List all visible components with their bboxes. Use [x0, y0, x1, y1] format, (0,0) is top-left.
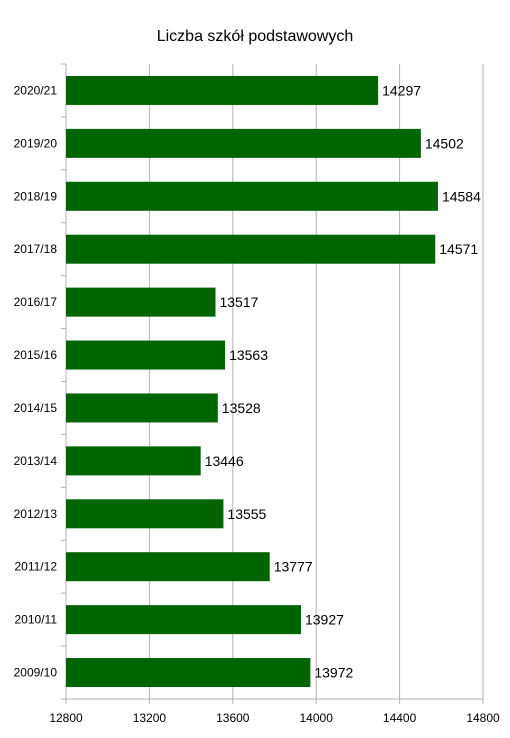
- x-tick-label: 14400: [383, 711, 417, 725]
- x-tick-label: 13200: [133, 711, 167, 725]
- data-label: 14584: [442, 188, 481, 204]
- bar-2018-19: [66, 181, 438, 211]
- bar-2013-14: [66, 446, 201, 476]
- data-label: 13563: [229, 347, 268, 363]
- category-labels: 2020/21 2019/20 2018/19 2017/18 2016/17 2015/…: [14, 83, 58, 679]
- x-tick-label: 14000: [300, 711, 334, 725]
- gridlines: [61, 63, 484, 704]
- bar-2010-11: [66, 605, 301, 635]
- data-label: 13446: [205, 453, 244, 469]
- bar-2012-13: [66, 499, 224, 529]
- data-label: 13777: [274, 559, 313, 575]
- category-label: 2018/19: [14, 189, 58, 203]
- category-label: 2020/21: [14, 83, 58, 97]
- category-label: 2010/11: [15, 613, 58, 627]
- chart-title: Liczba szkół podstawowych: [157, 28, 354, 45]
- category-label: 2009/10: [14, 666, 58, 680]
- bar-2019-20: [66, 128, 421, 158]
- category-label: 2012/13: [14, 507, 58, 521]
- category-label: 2016/17: [14, 295, 58, 309]
- x-tick-label: 13600: [216, 711, 250, 725]
- category-label: 2011/12: [15, 560, 58, 574]
- data-label: 14571: [439, 241, 478, 257]
- data-label: 13517: [219, 294, 258, 310]
- bar-2017-18: [66, 234, 436, 264]
- bar-2014-15: [66, 393, 218, 423]
- category-label: 2017/18: [14, 242, 58, 256]
- bar-2015-16: [66, 340, 226, 370]
- data-label: 13555: [227, 506, 266, 522]
- category-label: 2014/15: [14, 401, 58, 415]
- data-label: 13927: [305, 612, 344, 628]
- data-label: 13972: [314, 665, 353, 681]
- category-label: 2019/20: [14, 136, 58, 150]
- bar-2020-21: [66, 75, 379, 105]
- data-label: 14297: [382, 82, 421, 98]
- bar-2011-12: [66, 552, 270, 582]
- category-label: 2015/16: [14, 348, 58, 362]
- data-labels: 14297 14502 14584 14571 13517 13563 13528 13446…: [205, 82, 481, 680]
- data-label: 13528: [222, 400, 261, 416]
- x-tick-label: 12800: [49, 711, 83, 725]
- bars: [66, 75, 438, 688]
- data-label: 14502: [425, 135, 464, 151]
- x-tick-label: 14800: [466, 711, 500, 725]
- category-label: 2013/14: [14, 454, 58, 468]
- x-axis-tick-labels: 12800 13200 13600 14000 14400 14800: [49, 711, 500, 725]
- bar-2016-17: [66, 287, 216, 317]
- bar-2009-10: [66, 658, 311, 688]
